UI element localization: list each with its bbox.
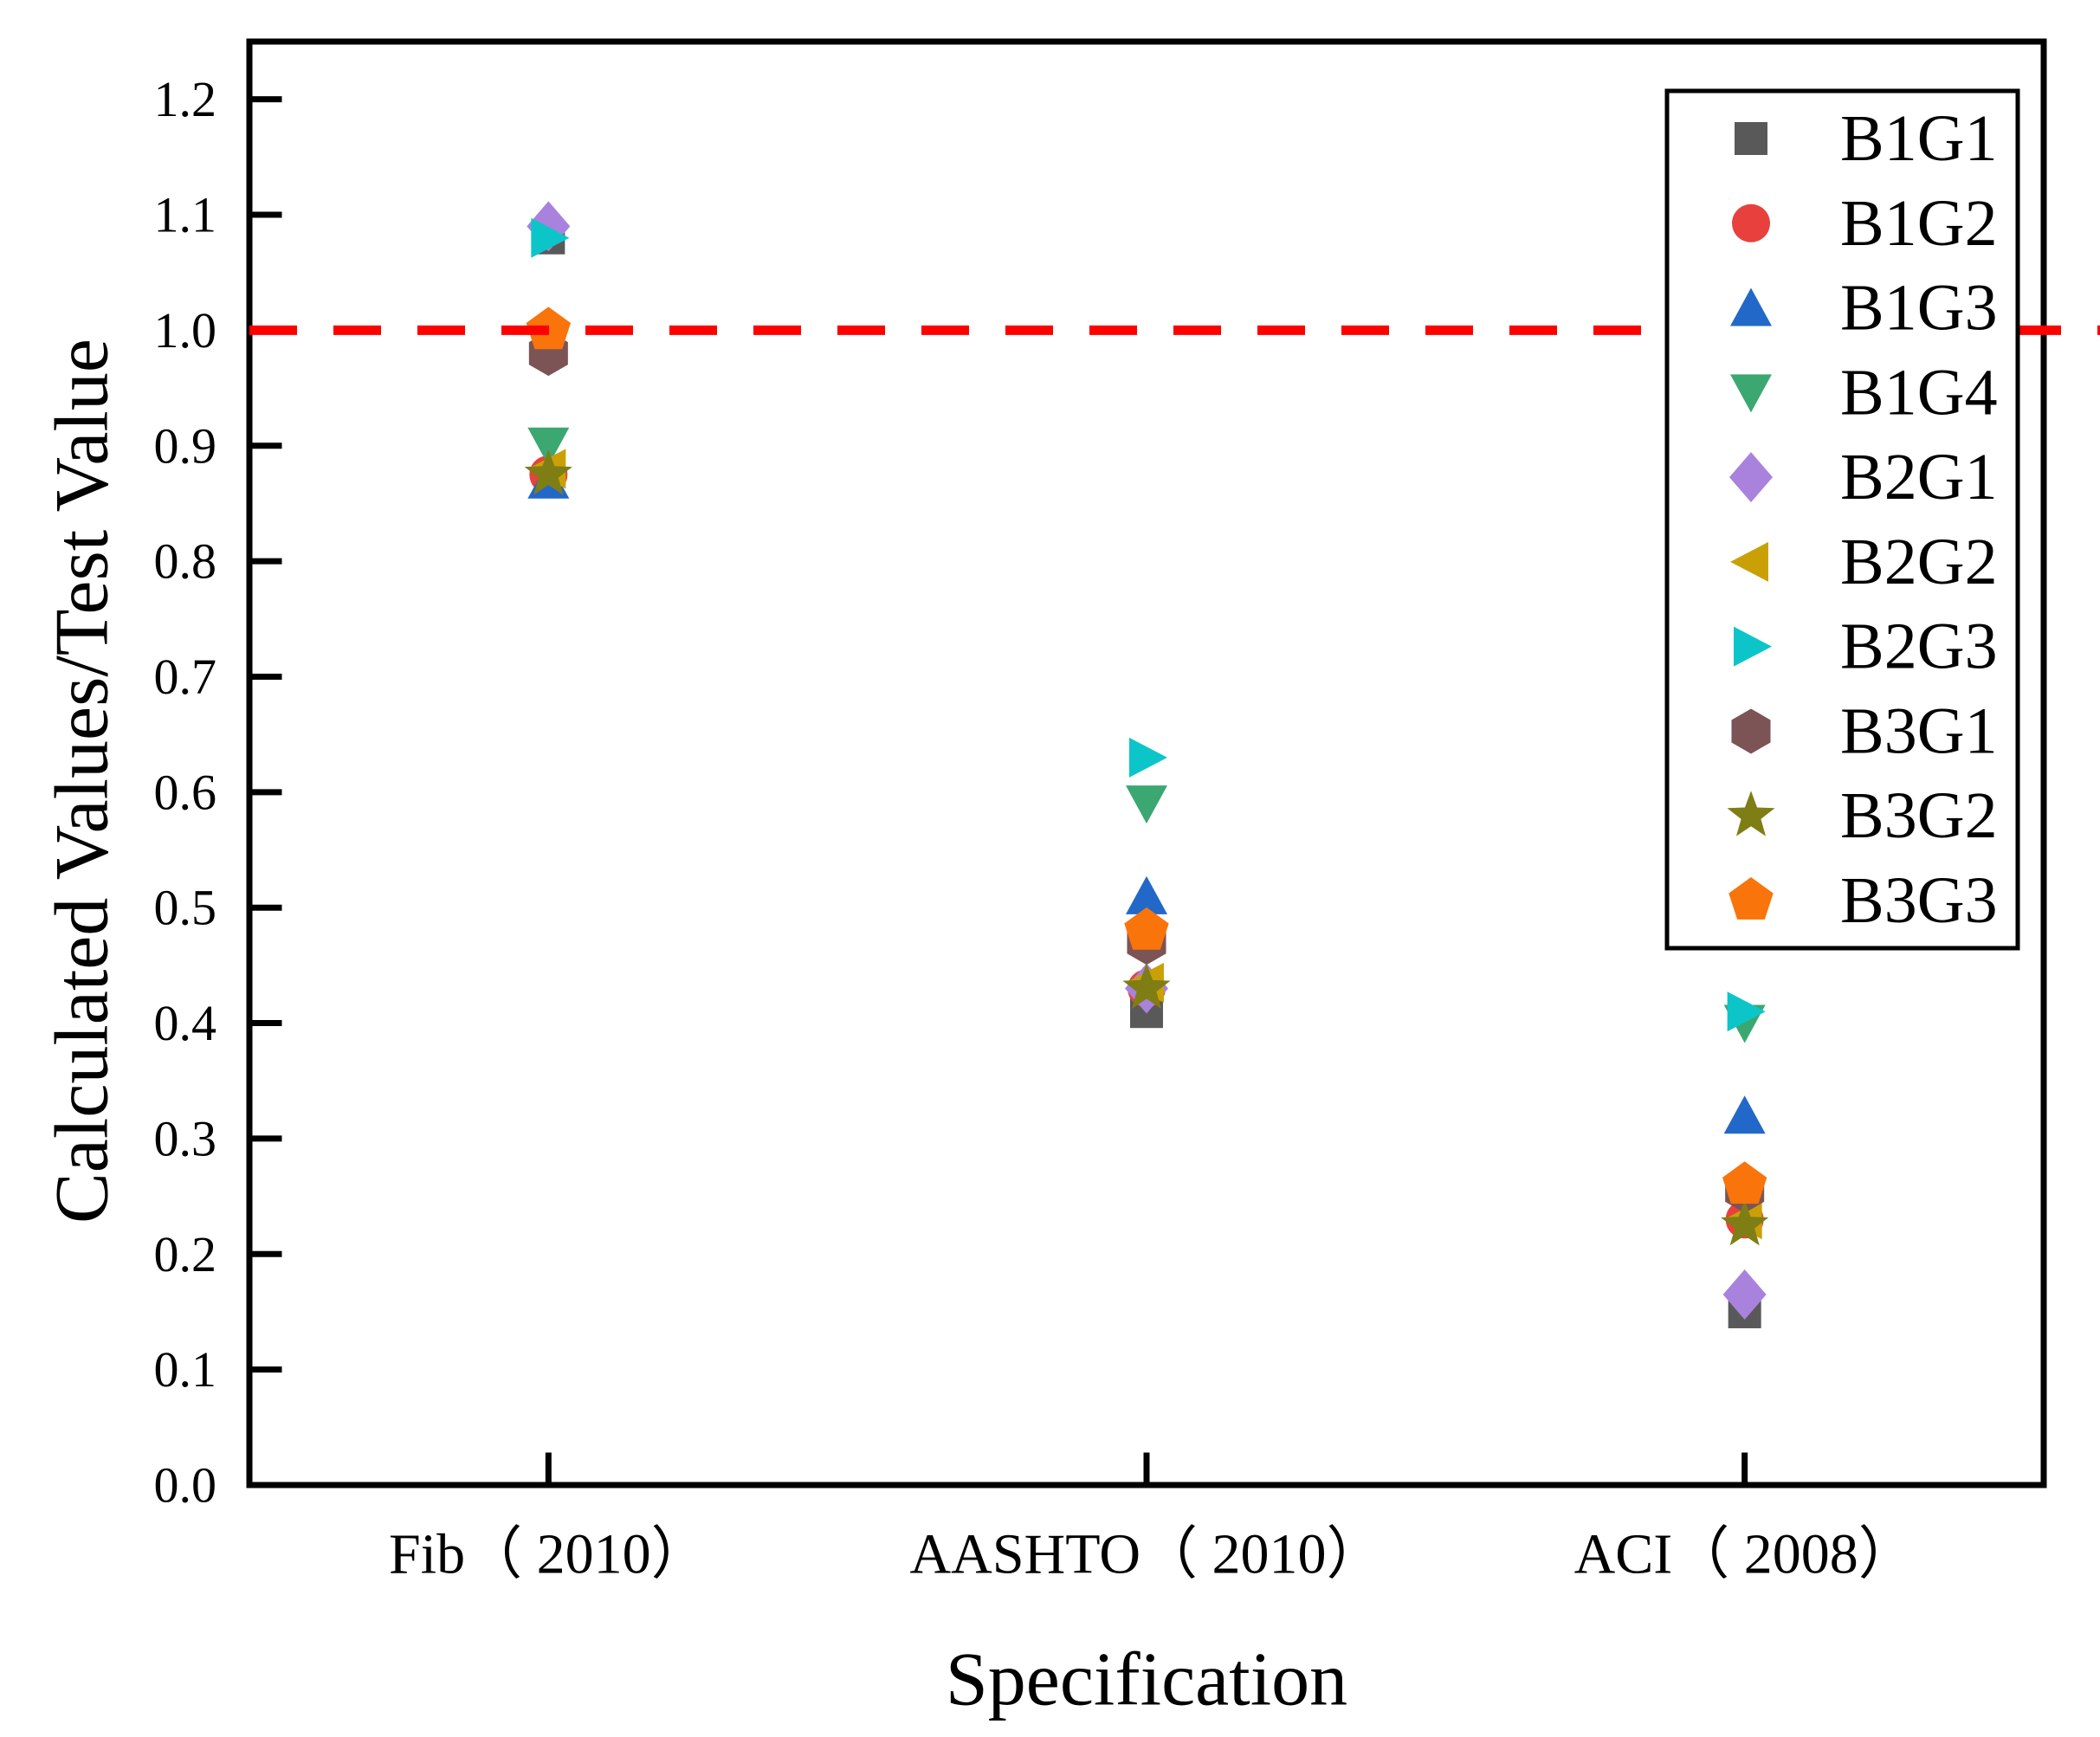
y-tick-label: 1.1: [154, 187, 217, 243]
legend-marker-b3g1: [1731, 708, 1771, 754]
marker-b3g2-0: [524, 449, 572, 495]
legend-item: B1G1: [1735, 102, 1998, 175]
marker-b1g4-1: [1126, 785, 1167, 824]
legend-item: B2G1: [1729, 441, 1998, 513]
legend-box: [1664, 88, 2020, 951]
legend-marker-b2g2: [1730, 541, 1768, 582]
marker-b3g2-1: [1122, 963, 1171, 1010]
y-tick-label: 0.1: [154, 1341, 217, 1398]
plot-border: [246, 38, 2047, 1488]
y-tick-label: 0.5: [154, 880, 217, 936]
x-category-label: ACI（ 2008）: [1574, 1523, 1916, 1586]
series-b1g2: [529, 455, 1764, 1239]
y-tick-label: 0.6: [154, 764, 217, 820]
x-category-label: AASHTO（ 2010）: [910, 1523, 1384, 1586]
y-tick-label: 0.4: [154, 995, 217, 1051]
legend-item: B3G3: [1728, 864, 1998, 937]
legend-marker-b1g2: [1732, 203, 1770, 242]
y-tick-label: 0.0: [154, 1457, 217, 1514]
legend-item: B2G3: [1734, 610, 1998, 683]
marker-b3g2-2: [1721, 1199, 1769, 1246]
marker-b1g4-0: [527, 427, 570, 466]
legend-marker-b1g1: [1735, 122, 1767, 155]
legend-marker-b3g3: [1728, 877, 1774, 920]
legend-item: B1G3: [1730, 272, 1998, 345]
legend-item: B2G2: [1730, 526, 1998, 598]
legend-label-b3g1: B3G1: [1840, 694, 1998, 767]
legend: B1G1 B1G2 B1G3 B1G4 B2G1 B2G2 B2G3 B3G1 B3G2 B3G3: [1664, 88, 2020, 951]
marker-b1g3-2: [1723, 1095, 1766, 1134]
legend-marker-b1g3: [1730, 287, 1772, 326]
legend-label-b2g2: B2G2: [1840, 526, 1998, 598]
y-tick-label: 0.2: [154, 1226, 217, 1282]
marker-b3g3-2: [1722, 1161, 1767, 1204]
legend-marker-b3g2: [1727, 791, 1775, 836]
legend-marker-b2g1: [1729, 452, 1773, 503]
series-b3g2: [524, 449, 1769, 1246]
legend-item: B3G1: [1731, 694, 1998, 767]
y-tick-label: 0.7: [154, 649, 217, 705]
legend-item: B3G2: [1727, 779, 1998, 852]
marker-b3g3-1: [1124, 907, 1169, 950]
legend-label-b1g3: B1G3: [1840, 272, 1998, 345]
x-axis-title: Specification: [946, 1638, 1347, 1722]
series-b2g2: [527, 449, 1762, 1240]
marker-b2g3-0: [531, 217, 570, 258]
x-category-label: Fib（ 2010）: [389, 1523, 708, 1586]
marker-b2g1-2: [1722, 1269, 1767, 1320]
legend-label-b1g1: B1G1: [1840, 102, 1998, 175]
legend-label-b2g3: B2G3: [1840, 610, 1998, 683]
legend-label-b1g4: B1G4: [1840, 356, 1998, 429]
series-b3g1: [528, 331, 1765, 1213]
legend-label-b3g2: B3G2: [1840, 779, 1998, 852]
y-tick-label: 1.0: [154, 302, 217, 358]
legend-label-b2g1: B2G1: [1840, 441, 1998, 513]
legend-item: B1G4: [1730, 356, 1998, 429]
y-tick-label: 0.3: [154, 1110, 217, 1166]
legend-marker-b1g4: [1730, 374, 1772, 413]
legend-label-b1g2: B1G2: [1840, 187, 1998, 260]
y-tick-label: 0.9: [154, 417, 217, 474]
marker-b2g3-2: [1727, 991, 1766, 1032]
series-b1g1: [532, 221, 1761, 1328]
legend-item: B1G2: [1732, 187, 1998, 260]
y-tick-label: 0.8: [154, 533, 217, 590]
series-b2g3: [531, 217, 1766, 1032]
y-tick-label: 1.2: [154, 71, 217, 127]
marker-b1g3-1: [1126, 875, 1167, 914]
legend-marker-b2g3: [1734, 626, 1772, 667]
marker-b2g3-1: [1129, 737, 1167, 778]
legend-label-b3g3: B3G3: [1840, 864, 1998, 937]
y-axis-title: Calculated Values/Test Value: [41, 339, 125, 1224]
